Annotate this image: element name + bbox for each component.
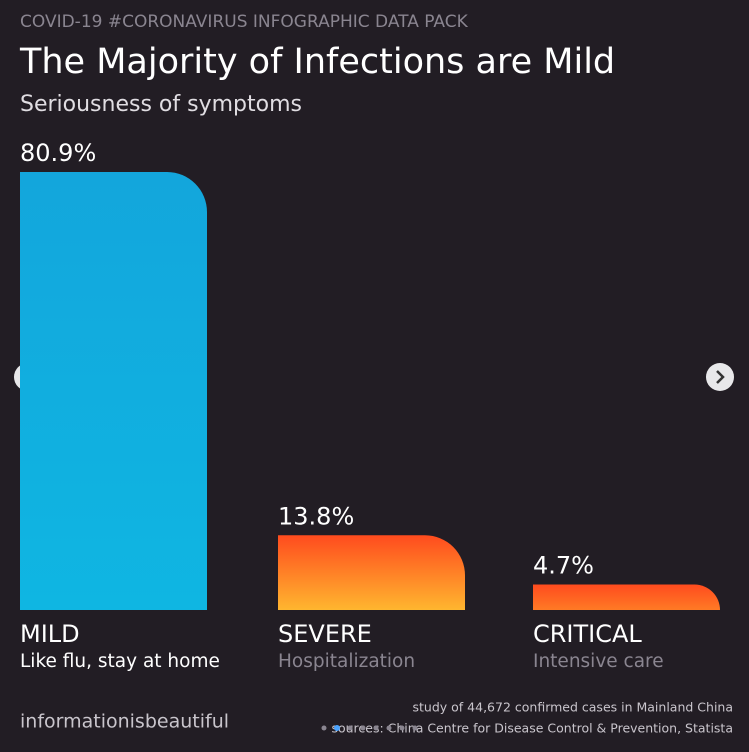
category-description: Like flu, stay at home bbox=[20, 651, 220, 672]
category-description: Hospitalization bbox=[278, 651, 415, 672]
bar bbox=[20, 172, 207, 610]
header: COVID-19 #CORONAVIRUS INFOGRAPHIC DATA P… bbox=[20, 12, 469, 32]
carousel-dots bbox=[321, 725, 418, 731]
chart-subtitle: Seriousness of symptoms bbox=[20, 92, 302, 117]
note: study of 44,672 confirmed cases in Mainl… bbox=[413, 700, 733, 715]
value-label: 13.8% bbox=[278, 502, 354, 530]
category-label: CRITICAL bbox=[533, 620, 642, 648]
category-label: MILD bbox=[20, 620, 80, 648]
category-label: SEVERE bbox=[278, 620, 372, 648]
chart-title: The Majority of Infections are Mild bbox=[19, 42, 615, 82]
bar bbox=[533, 584, 720, 610]
category-description: Intensive care bbox=[533, 651, 664, 672]
value-label: 4.7% bbox=[533, 552, 594, 580]
bar bbox=[278, 535, 465, 610]
note: sources: China Centre for Disease Contro… bbox=[331, 721, 733, 736]
next-button[interactable] bbox=[706, 363, 734, 391]
value-label: 80.9% bbox=[20, 139, 96, 167]
brand: informationisbeautiful bbox=[20, 711, 229, 733]
